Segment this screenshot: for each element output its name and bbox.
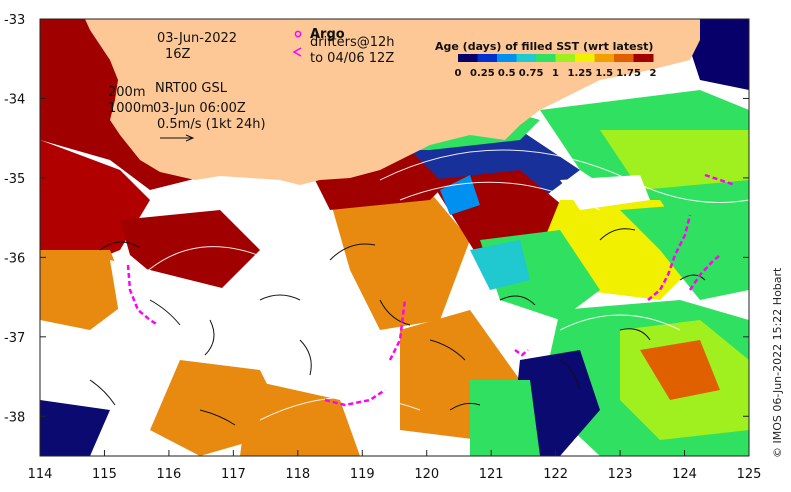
colorbar-swatch: [477, 54, 498, 62]
colorbar-tick-label: 1.75: [616, 68, 641, 79]
argo-label: Argo: [310, 27, 345, 42]
colorbar-tick-label: 1.5: [595, 68, 613, 79]
hour-label: 16Z: [165, 47, 191, 62]
annotation-block: 03-Jun-2022 16Z 200m NRT00 GSL 1000m 03-…: [108, 31, 266, 142]
product-label: NRT00 GSL: [155, 81, 228, 96]
x-tick-label: 125: [737, 467, 762, 482]
depth-1000-label: 1000m: [108, 101, 154, 116]
colorbar-title: Age (days) of filled SST (wrt latest): [435, 40, 653, 53]
colorbar-tick-label: 0: [455, 68, 462, 79]
plot-frame: [39, 18, 750, 457]
x-tick-label: 114: [28, 467, 53, 482]
x-tick-label: 123: [608, 467, 633, 482]
colorbar-swatch: [633, 54, 654, 62]
y-axis: -33 -34 -35 -36 -37 -38: [4, 13, 749, 425]
date-label: 03-Jun-2022: [157, 31, 237, 46]
x-axis: 114 115 116 117 118 119 120 121 122 123 124 125: [28, 450, 762, 482]
credit-label: © IMOS 06-Jun-2022 15:22 Hobart: [771, 267, 784, 458]
colorbar-tick-label: 0.5: [498, 68, 516, 79]
y-tick-label: -38: [4, 410, 25, 425]
colorbar-swatch: [555, 54, 576, 62]
drifters-label-line1: drifters@12h: [310, 35, 395, 50]
scale-arrow-icon: [160, 134, 195, 142]
colorbar: [458, 54, 654, 62]
drifter-marker-icon: [292, 47, 302, 57]
drifter-tracks: [126, 173, 736, 407]
y-tick-label: -34: [4, 92, 25, 107]
colorbar-swatch: [458, 54, 478, 62]
analysis-time-label: 03-Jun 06:00Z: [153, 101, 246, 116]
colorbar-swatch: [536, 54, 556, 62]
colorbar-tick-label: 2: [650, 68, 657, 79]
x-tick-label: 118: [285, 467, 310, 482]
drifters-label-line2: to 04/06 12Z: [310, 51, 394, 66]
y-tick-label: -37: [4, 331, 25, 346]
colorbar-swatch: [516, 54, 537, 62]
x-tick-label: 122: [543, 467, 568, 482]
x-tick-label: 117: [221, 467, 246, 482]
colorbar-swatch: [594, 54, 615, 62]
y-tick-label: -35: [4, 172, 25, 187]
drifter-legend: Argo drifters@12h to 04/06 12Z: [292, 27, 395, 66]
colorbar-tick-label: 1: [552, 68, 559, 79]
y-tick-label: -36: [4, 251, 25, 266]
argo-marker-icon: [294, 30, 302, 38]
sst-age-field: [40, 19, 749, 456]
colorbar-swatch: [614, 54, 634, 62]
x-tick-label: 120: [414, 467, 439, 482]
ssh-contours: [119, 149, 749, 421]
colorbar-ticks: 0 0.25 0.5 0.75 1 1.25 1.5 1.75 2: [455, 68, 657, 79]
colorbar-swatch: [575, 54, 595, 62]
colorbar-tick-label: 0.75: [519, 68, 544, 79]
colorbar-swatch: [497, 54, 517, 62]
depth-200-label: 200m: [108, 85, 145, 100]
x-tick-label: 124: [672, 467, 697, 482]
scale-label: 0.5m/s (1kt 24h): [157, 117, 266, 132]
x-tick-label: 115: [92, 467, 117, 482]
x-tick-label: 116: [156, 467, 181, 482]
x-tick-label: 119: [350, 467, 375, 482]
colorbar-tick-label: 0.25: [470, 68, 495, 79]
x-tick-label: 121: [479, 467, 504, 482]
colorbar-tick-label: 1.25: [568, 68, 593, 79]
y-tick-label: -33: [4, 13, 25, 28]
current-vectors: [89, 228, 706, 426]
